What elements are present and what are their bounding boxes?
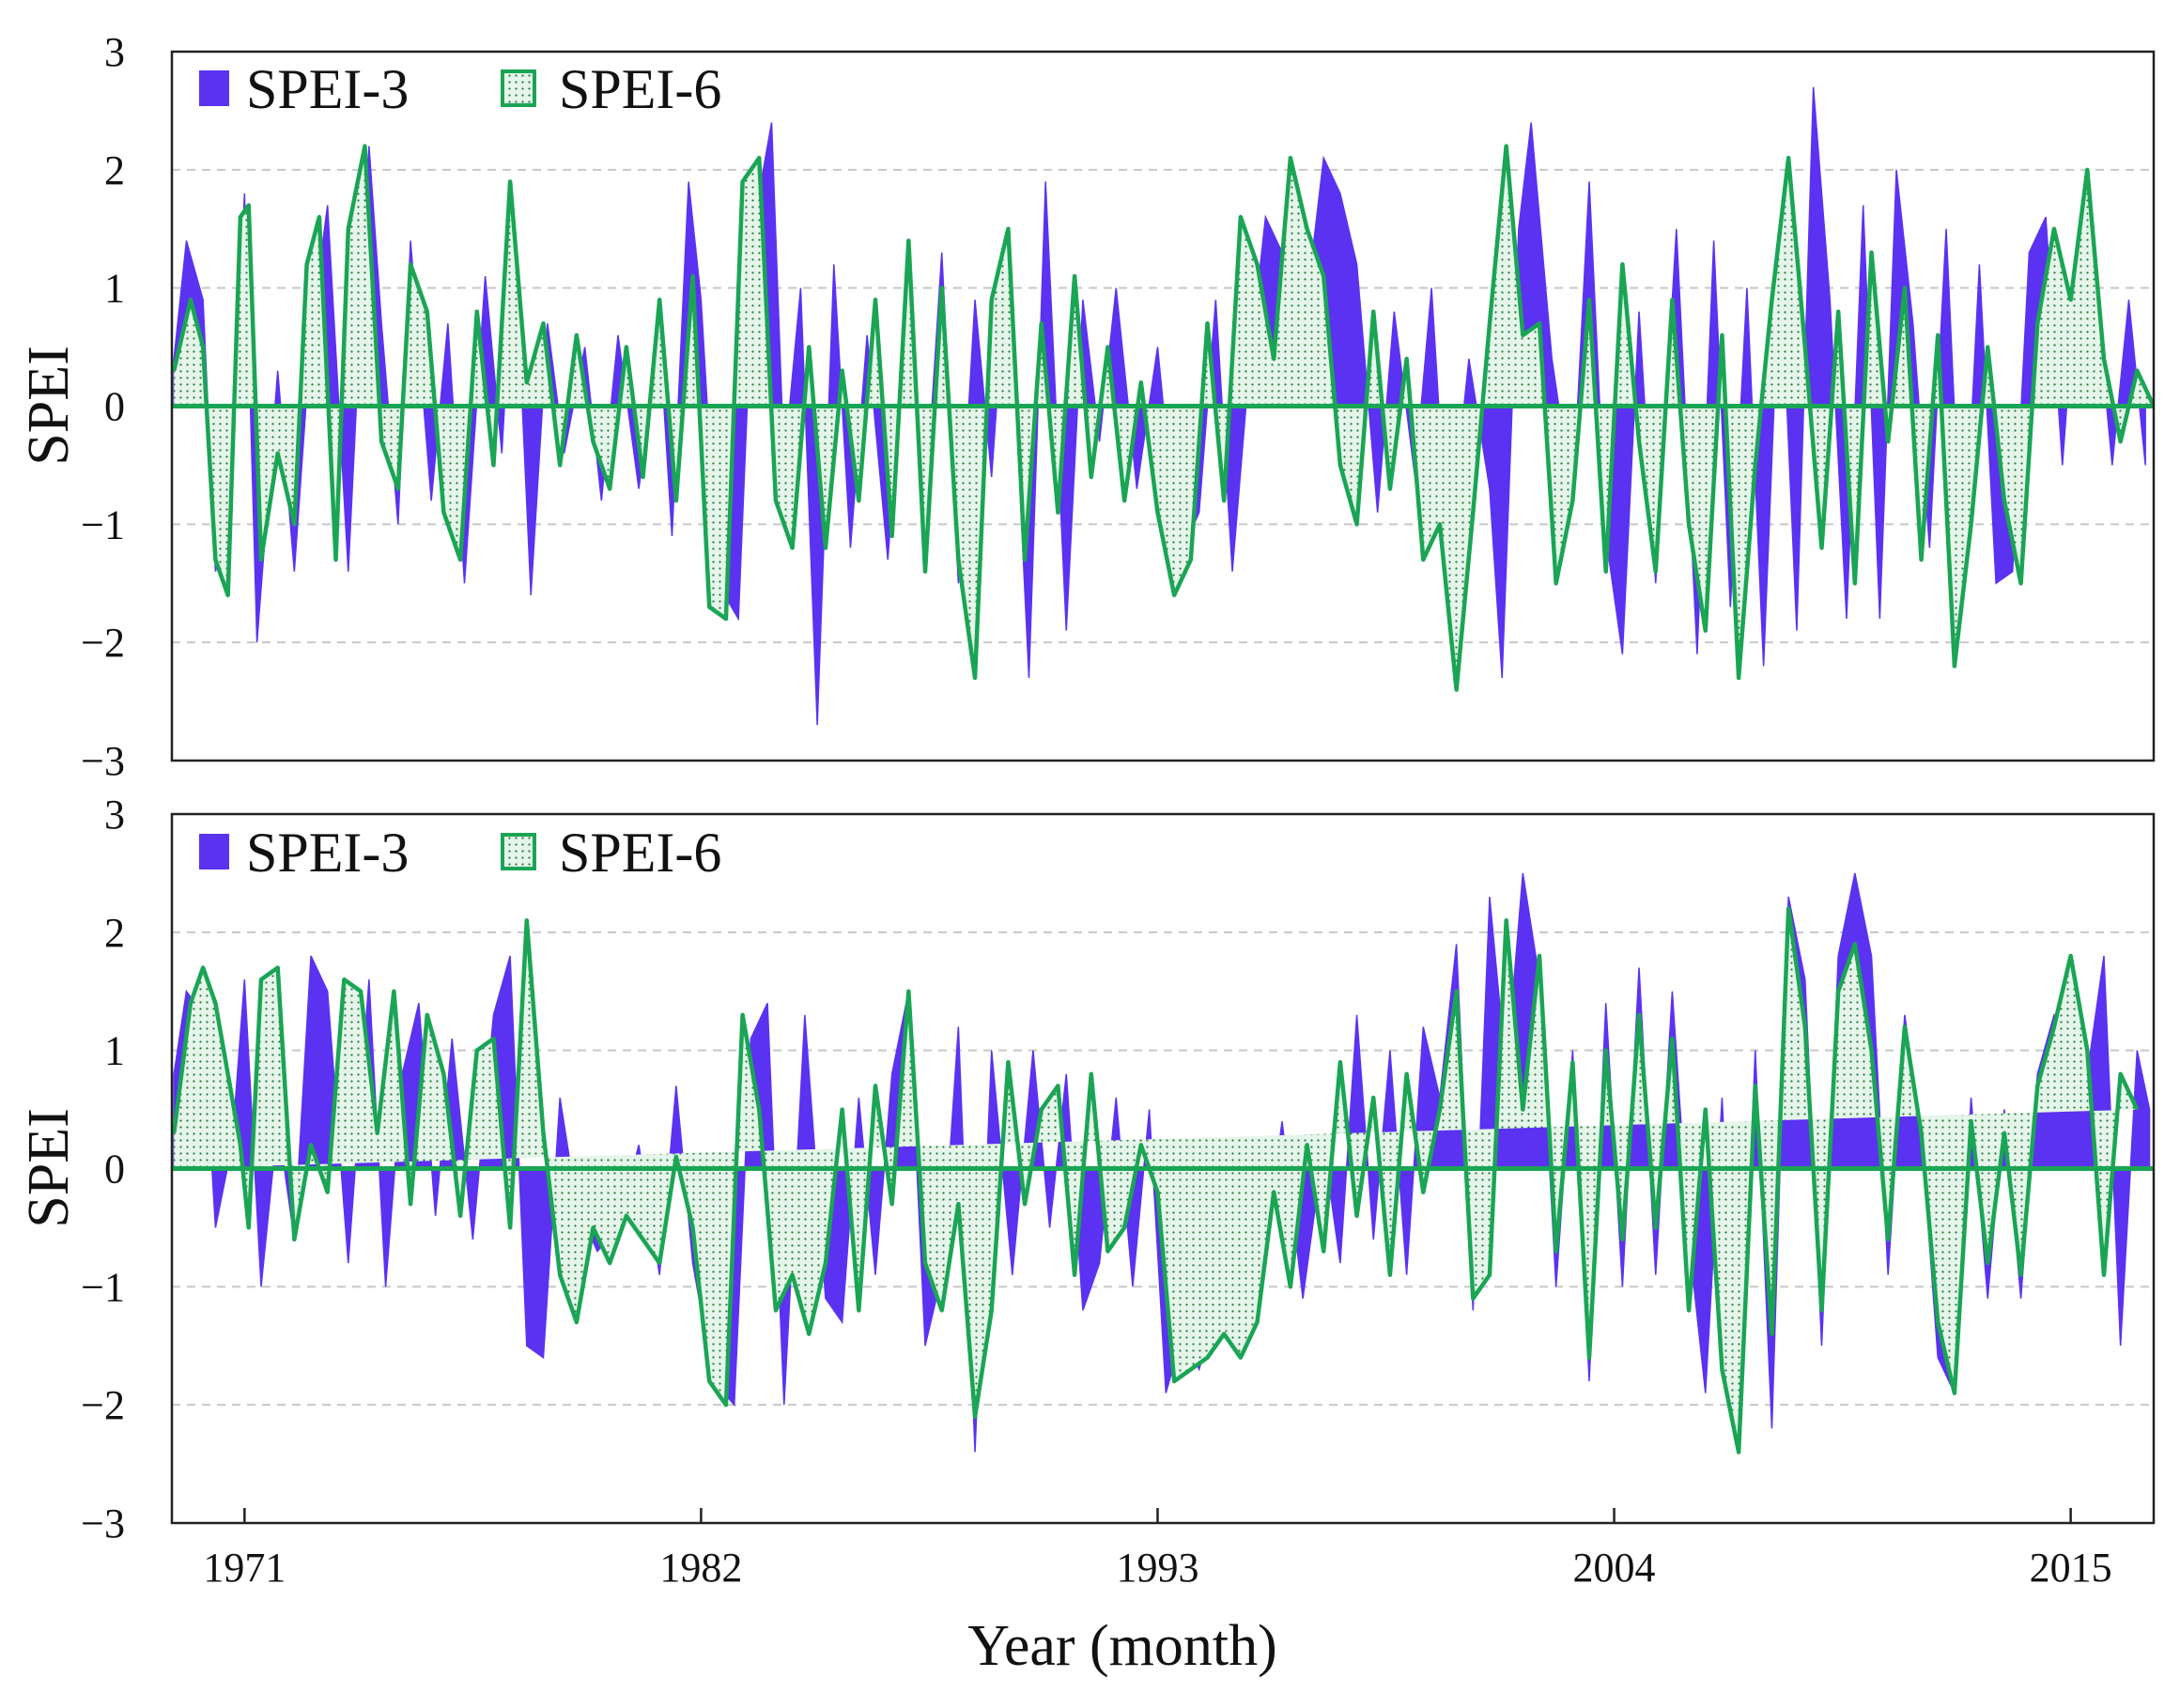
legend-label-spei6-top: SPEI-6: [559, 58, 721, 120]
y-tick-label: 0: [104, 1146, 125, 1193]
legend-swatch-spei6-top: [501, 69, 536, 107]
legend-swatch-spei3-top: [199, 70, 229, 106]
x-tick-label: 1971: [203, 1545, 286, 1591]
x-axis-title: Year (month): [967, 1614, 1277, 1678]
spei6-line-top: [172, 144, 2154, 692]
y-tick-label: 0: [104, 384, 125, 430]
legend-label-spei6-bottom: SPEI-6: [559, 822, 721, 884]
y-tick-label: −2: [81, 1382, 125, 1428]
y-tick-label: 1: [104, 266, 125, 312]
y-axis-title-top: SPEI: [17, 346, 81, 465]
spei6-area-top: [172, 144, 2154, 692]
panel-top: 3 2 1 0 −1 −2 −3 SPEI SPEI-3 SPEI-6: [17, 29, 2156, 784]
legend-bottom: SPEI-3 SPEI-6: [199, 822, 721, 884]
x-tick-label: 1993: [1116, 1545, 1198, 1591]
y-tick-label: −3: [81, 738, 125, 784]
x-axis-ticks: 1971 1982 1993 2004 2015: [203, 1508, 2112, 1591]
panel-bottom: 3 2 1 0 −1 −2 −3 SPEI SPEI-3 SPEI-6: [17, 792, 2156, 1546]
y-tick-label: −3: [81, 1500, 125, 1546]
y-axis-title-bottom: SPEI: [17, 1108, 81, 1227]
legend-swatch-spei6-bottom: [501, 833, 536, 870]
legend-label-spei3-top: SPEI-3: [246, 58, 409, 120]
plot-frame-bottom: [170, 812, 2156, 1525]
y-tick-label: 2: [104, 147, 125, 193]
y-tick-label: 3: [104, 29, 125, 75]
legend-label-spei3-bottom: SPEI-3: [246, 822, 409, 884]
x-tick-label: 1982: [659, 1545, 742, 1591]
y-ticks-bottom: 3 2 1 0 −1 −2 −3: [81, 792, 125, 1546]
legend-swatch-spei3-bottom: [199, 834, 229, 869]
y-tick-label: −1: [81, 1264, 125, 1310]
y-ticks-top: 3 2 1 0 −1 −2 −3: [81, 29, 125, 784]
x-tick-label: 2015: [2030, 1545, 2112, 1591]
spei6-area-bottom: [172, 906, 2140, 1454]
spei6-line-bottom: [172, 906, 2140, 1454]
y-tick-label: 3: [104, 792, 125, 838]
y-tick-label: 2: [104, 910, 125, 956]
y-tick-label: −1: [81, 501, 125, 547]
y-tick-label: −2: [81, 620, 125, 666]
spei6-fill-top: [174, 146, 2154, 690]
plot-frame-top: [170, 50, 2156, 762]
x-tick-label: 2004: [1573, 1545, 1656, 1591]
legend-top: SPEI-3 SPEI-6: [199, 58, 721, 120]
y-tick-label: 1: [104, 1028, 125, 1074]
